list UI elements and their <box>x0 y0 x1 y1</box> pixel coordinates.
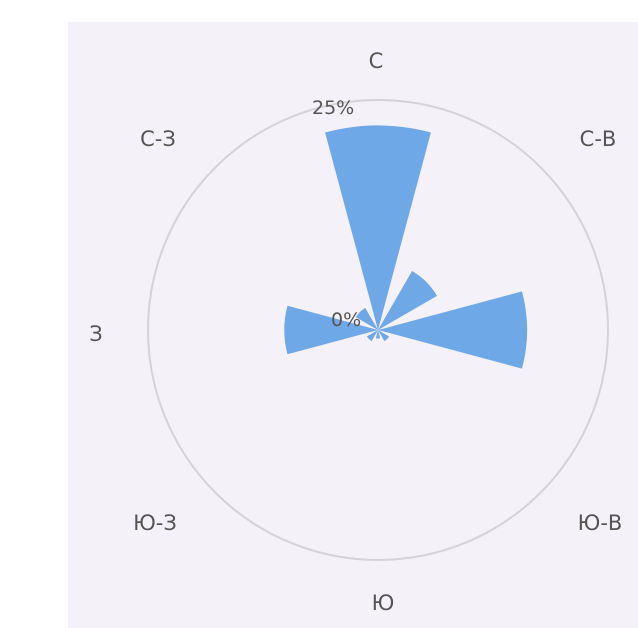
bars-layer <box>284 125 528 369</box>
direction-label-n: С <box>369 49 384 73</box>
wind-bar-5 <box>375 330 381 339</box>
direction-label-ne: С-В <box>580 127 617 151</box>
wind-bar-4 <box>378 330 390 342</box>
wind-bar-3 <box>378 291 528 369</box>
wind-bar-2 <box>378 270 438 330</box>
wind-bar-8 <box>355 307 378 330</box>
direction-label-nw: С-З <box>140 127 176 151</box>
direction-label-se: Ю-В <box>578 511 623 535</box>
wind-bar-1 <box>325 125 431 330</box>
radial-tick-label-25: 25% <box>312 97 354 119</box>
direction-label-w: З <box>89 322 102 346</box>
labels-layer: С С-В Ю-В Ю Ю-З З С-З 25% 0% <box>89 49 622 615</box>
direction-label-s: Ю <box>372 591 395 615</box>
wind-bar-6 <box>366 330 378 342</box>
outer-grid-circle <box>147 99 609 561</box>
direction-label-sw: Ю-З <box>133 511 177 535</box>
radial-tick-label-0: 0% <box>331 309 361 331</box>
wind-bar-7 <box>284 305 378 355</box>
